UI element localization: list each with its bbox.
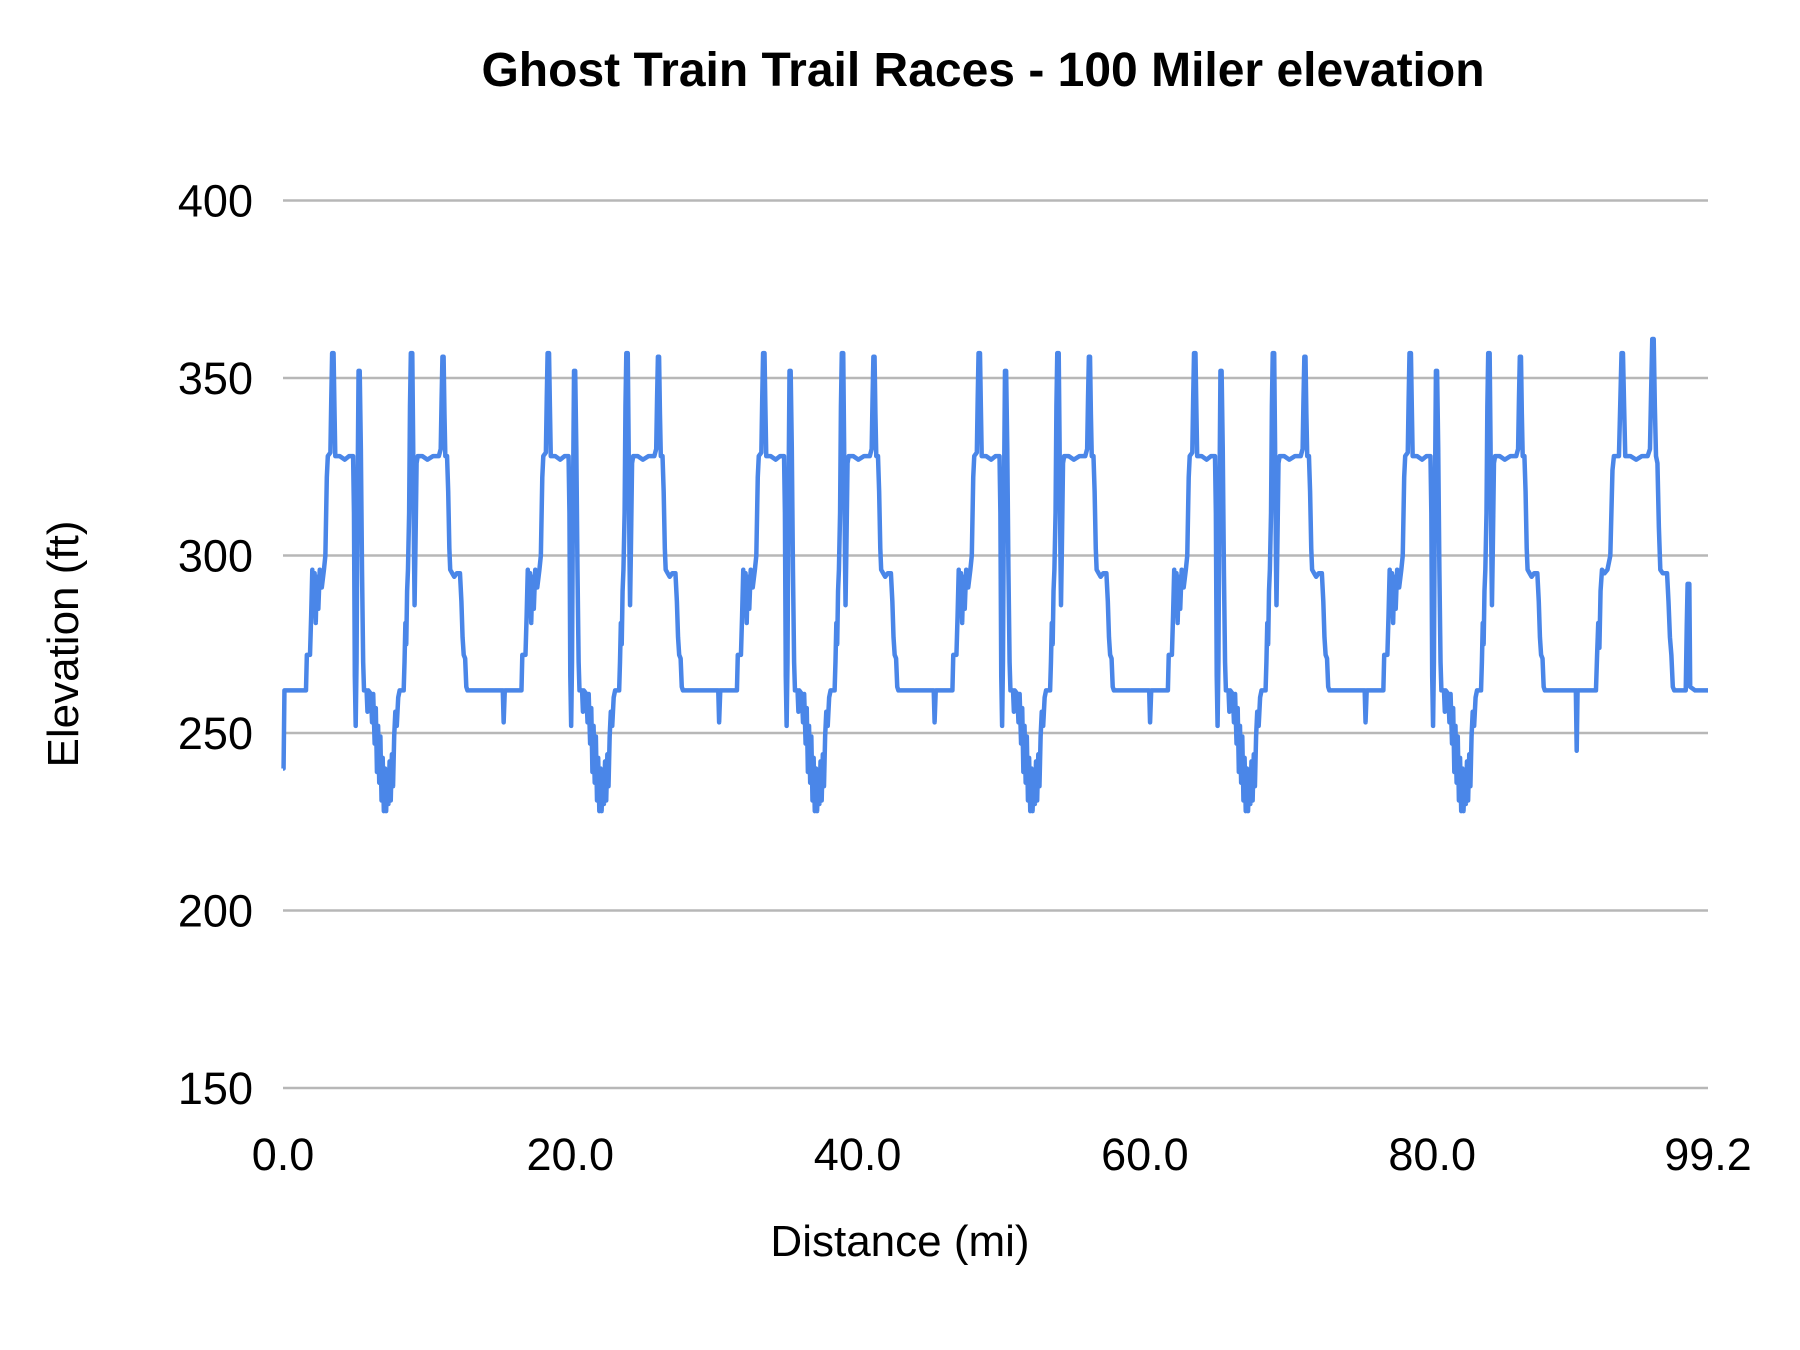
y-tick-label: 150 (178, 1063, 253, 1114)
x-tick-label: 0.0 (252, 1129, 315, 1180)
gridlines (283, 199, 1708, 1090)
x-axis-title: Distance (mi) (770, 1217, 1029, 1266)
y-axis-tick-labels: 400 350 300 250 200 150 (178, 176, 253, 1115)
y-tick-label: 300 (178, 531, 253, 582)
y-tick-label: 200 (178, 886, 253, 937)
y-tick-label: 350 (178, 353, 253, 404)
x-tick-label: 40.0 (814, 1129, 902, 1180)
x-tick-label: 20.0 (527, 1129, 615, 1180)
x-tick-label: 80.0 (1388, 1129, 1476, 1180)
y-axis-title: Elevation (ft) (39, 521, 88, 768)
chart-title: Ghost Train Trail Races - 100 Miler elev… (481, 44, 1484, 97)
x-tick-label: 60.0 (1101, 1129, 1189, 1180)
x-axis-tick-labels: 0.0 20.0 40.0 60.0 80.0 99.2 (252, 1129, 1752, 1180)
y-tick-label: 250 (178, 708, 253, 759)
y-tick-label: 400 (178, 176, 253, 227)
elevation-line-series (281, 336, 1708, 814)
x-tick-label: 99.2 (1664, 1129, 1752, 1180)
